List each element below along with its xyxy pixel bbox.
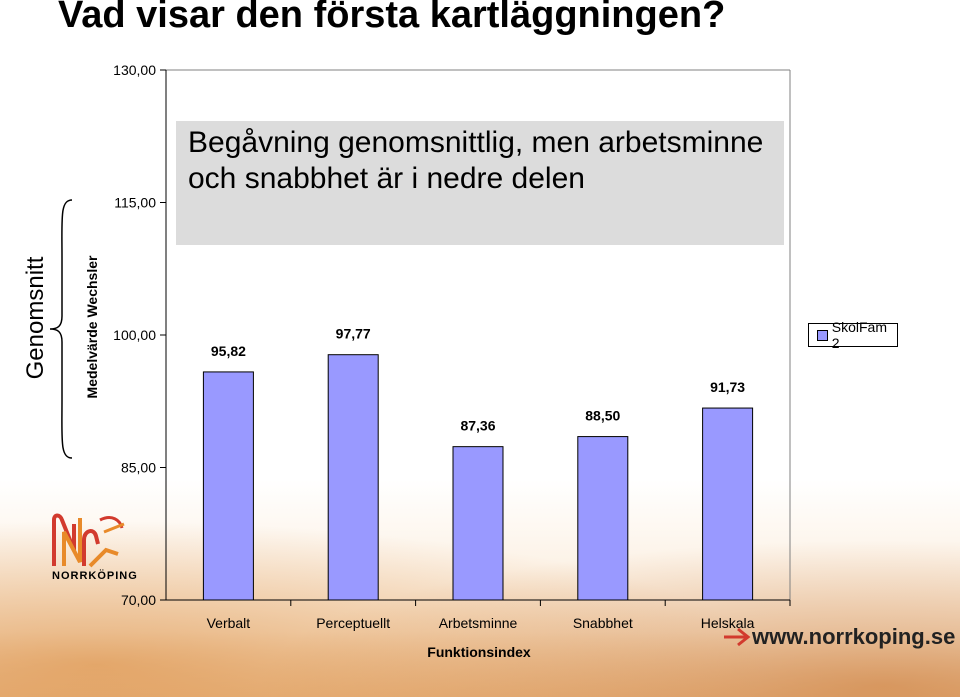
x-category-label: Helskala [701, 615, 755, 631]
x-category-label: Verbalt [207, 615, 251, 631]
y-tick-label: 100,00 [113, 327, 156, 343]
norrkoping-logo-icon [52, 513, 125, 568]
y-tick-label: 115,00 [114, 195, 156, 211]
x-category-label: Snabbhet [573, 615, 633, 631]
legend-swatch [817, 329, 828, 341]
x-axis-title: Funktionsindex [427, 644, 531, 660]
callout-text: Begåvning genomsnittlig, men arbetsminne… [176, 121, 784, 245]
x-category-label: Perceptuellt [316, 615, 390, 631]
bar-value-label: 97,77 [336, 326, 371, 342]
y-tick-label: 130,00 [113, 62, 156, 78]
page-title: Vad visar den första kartläggningen? [58, 0, 726, 36]
bar [577, 436, 629, 601]
bar-value-label: 87,36 [460, 418, 495, 434]
bar-value-label: 95,82 [211, 343, 246, 359]
bar [202, 371, 254, 601]
logo-wordmark: NORRKÖPING [52, 570, 138, 582]
legend-label: SkolFam 2 [831, 319, 887, 351]
arrow-right-icon [724, 627, 751, 647]
bar-value-label: 88,50 [585, 408, 620, 424]
bar [327, 354, 379, 601]
y-tick-label: 70,00 [121, 592, 156, 608]
bar-value-label: 91,73 [710, 379, 745, 395]
website-url: www.norrkoping.se [752, 624, 956, 649]
bar [452, 446, 504, 601]
x-category-label: Arbetsminne [439, 615, 518, 631]
bar [702, 407, 754, 601]
y-tick-label: 85,00 [121, 460, 156, 476]
curly-brace-icon [49, 199, 73, 459]
legend: SkolFam 2 [808, 319, 898, 351]
